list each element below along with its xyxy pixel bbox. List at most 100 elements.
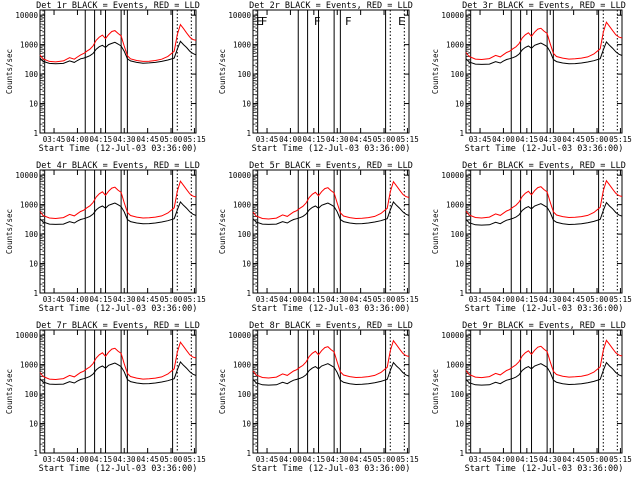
y-tick-label: 10000 [441,11,464,20]
panel-det-6r: Det 6r BLACK = Events, RED = LLD 1 10 100 10… [431,161,632,314]
x-tick-label: 04:45 [136,135,159,144]
x-tick-label: 04:30 [326,455,349,464]
x-tick-label: 04:15 [90,135,113,144]
plot-frame [465,329,623,454]
x-tick-label: 05:15 [609,455,632,464]
y-axis-label: Counts/sec [218,369,227,414]
y-tick-label: 1 [246,289,251,298]
x-tick-label: 04:45 [136,455,159,464]
y-tick-label: 100 [450,390,464,399]
x-tick-label: 05:15 [183,135,206,144]
x-tick-label: 05:00 [373,295,396,304]
x-tick-label: 05:00 [373,135,396,144]
events-series-line [252,200,410,225]
panel-title: Det 7r BLACK = Events, RED = LLD [36,321,200,331]
events-series-line [465,201,623,226]
x-tick-label: 04:15 [516,455,539,464]
y-axis-label: Counts/sec [431,369,440,414]
x-tick-label: 04:15 [90,455,113,464]
y-tick-label: 1 [33,289,38,298]
events-series-line [39,40,197,65]
y-tick-label: 1000 [20,201,39,210]
y-tick-label: 10000 [228,331,251,340]
panel-det-7r: Det 7r BLACK = Events, RED = LLD 1 10 100 10… [5,321,206,474]
x-tick-label: 05:15 [609,135,632,144]
y-tick-label: 10 [242,100,252,109]
x-tick-label: 03:45 [469,135,492,144]
x-tick-label: 04:00 [492,295,515,304]
x-tick-label: 05:00 [586,295,609,304]
x-tick-label: 05:00 [160,455,183,464]
x-tick-label: 04:15 [516,295,539,304]
y-tick-label: 10000 [15,171,38,180]
x-tick-label: 03:45 [43,295,66,304]
panel-title: Det 8r BLACK = Events, RED = LLD [249,321,413,331]
panel-title: Det 4r BLACK = Events, RED = LLD [36,161,200,171]
x-tick-label: 04:30 [113,295,136,304]
y-tick-label: 1000 [233,201,252,210]
x-tick-label: 04:30 [113,135,136,144]
interval-annotation: F [261,15,268,28]
lld-series-line [465,21,623,61]
x-tick-label: 05:15 [396,135,419,144]
lld-series-line [252,180,410,220]
x-tick-label: 04:30 [113,455,136,464]
y-tick-label: 1 [33,129,38,138]
plot-frame [39,169,197,294]
x-tick-label: 03:45 [469,295,492,304]
x-tick-label: 04:30 [539,135,562,144]
y-tick-label: 10 [29,260,39,269]
panel-title: Det 5r BLACK = Events, RED = LLD [249,161,413,171]
y-tick-label: 10 [455,260,465,269]
x-tick-label: 04:00 [279,295,302,304]
y-tick-label: 1000 [20,41,39,50]
x-tick-label: 05:15 [396,295,419,304]
events-series-line [465,361,623,386]
x-axis-label: Start Time (12-Jul-03 03:36:00) [465,464,624,474]
x-tick-label: 04:15 [303,455,326,464]
x-tick-label: 03:45 [256,295,279,304]
y-tick-label: 100 [237,70,251,79]
x-tick-label: 05:15 [183,295,206,304]
y-tick-label: 10000 [441,171,464,180]
y-axis-label: Counts/sec [218,49,227,94]
x-tick-label: 04:00 [66,295,89,304]
y-tick-label: 10 [455,420,465,429]
y-tick-label: 1 [246,129,251,138]
panel-det-4r: Det 4r BLACK = Events, RED = LLD 1 10 100 10… [5,161,206,314]
plot-frame [39,9,197,134]
y-tick-label: 100 [450,230,464,239]
plot-frame [39,329,197,454]
x-tick-label: 03:45 [256,135,279,144]
x-tick-label: 04:45 [562,135,585,144]
events-series-line [39,360,197,385]
y-tick-label: 100 [237,230,251,239]
x-tick-label: 05:15 [183,455,206,464]
y-tick-label: 1000 [446,361,465,370]
y-tick-label: 10 [242,260,252,269]
x-tick-label: 05:15 [396,455,419,464]
panel-det-3r: Det 3r BLACK = Events, RED = LLD 1 10 100 10… [431,1,632,154]
panel-det-2r: Det 2r BLACK = Events, RED = LLD 1 10 100 10… [218,1,419,154]
y-tick-label: 100 [24,230,38,239]
x-tick-label: 04:15 [303,295,326,304]
x-tick-label: 03:45 [256,455,279,464]
lld-series-line [39,180,197,220]
y-tick-label: 10000 [228,171,251,180]
x-tick-label: 03:45 [43,455,66,464]
y-axis-label: Counts/sec [431,209,440,254]
y-tick-label: 1000 [20,361,39,370]
interval-annotation: E [398,15,405,28]
x-tick-label: 04:00 [279,455,302,464]
x-axis-label: Start Time (12-Jul-03 03:36:00) [39,464,198,474]
x-tick-label: 04:15 [90,295,113,304]
y-axis-label: Counts/sec [218,209,227,254]
x-tick-label: 04:15 [303,135,326,144]
x-axis-label: Start Time (12-Jul-03 03:36:00) [252,464,411,474]
lld-series-line [39,23,197,63]
x-tick-label: 04:00 [66,455,89,464]
y-tick-label: 1000 [446,201,465,210]
plot-frame [252,329,410,454]
y-tick-label: 10000 [441,331,464,340]
